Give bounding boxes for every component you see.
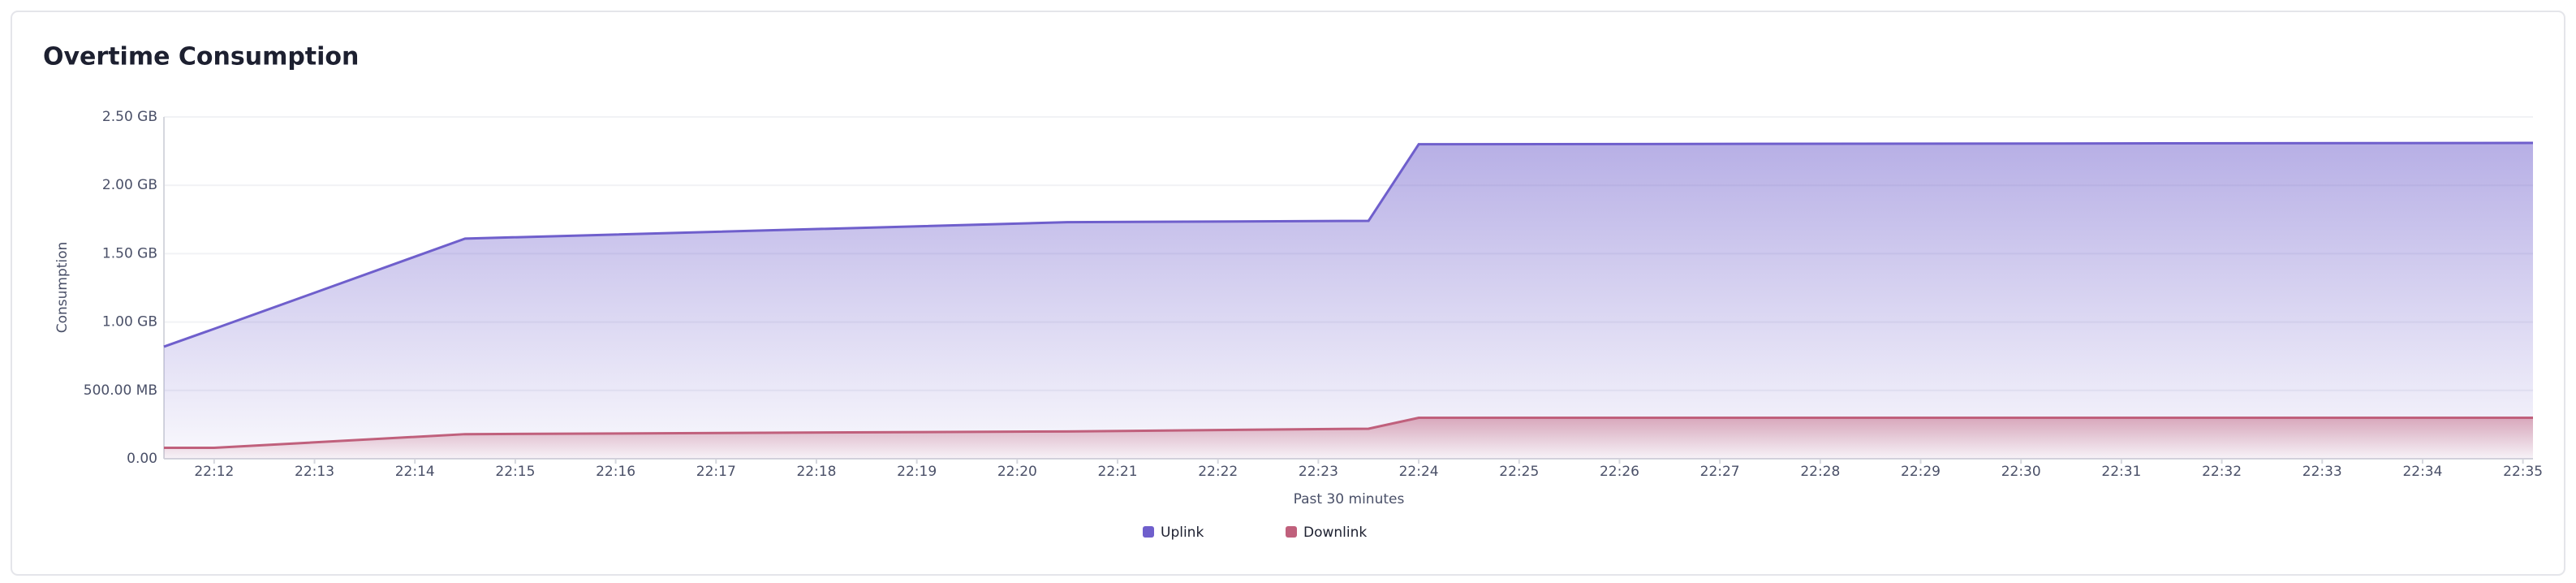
x-tick-label: 22:13 xyxy=(295,464,334,480)
x-tick-label: 22:22 xyxy=(1198,464,1238,480)
x-tick-label: 22:16 xyxy=(596,464,635,480)
x-tick-label: 22:25 xyxy=(1499,464,1539,480)
area-line xyxy=(164,416,2533,450)
x-tick-label: 22:20 xyxy=(997,464,1037,480)
x-axis-label: Past 30 minutes xyxy=(1294,491,1405,507)
x-tick-label: 22:31 xyxy=(2101,464,2141,480)
chart-title: Overtime Consumption xyxy=(43,43,359,71)
x-tick-label: 22:35 xyxy=(2503,464,2543,480)
y-tick-label: 1.50 GB xyxy=(102,245,157,261)
x-tick-label: 22:23 xyxy=(1299,464,1338,480)
y-tick-label: 2.50 GB xyxy=(102,109,157,125)
x-tick-label: 22:28 xyxy=(1800,464,1840,480)
area-fill xyxy=(164,417,2533,459)
y-tick-label: 1.00 GB xyxy=(102,314,157,330)
x-tick-label: 22:19 xyxy=(897,464,937,480)
y-tick-label: 0.00 xyxy=(127,451,157,467)
legend-label: Uplink xyxy=(1161,525,1204,541)
legend-marker xyxy=(1143,526,1154,538)
x-tick-label: 22:27 xyxy=(1700,464,1740,480)
x-tick-label: 22:18 xyxy=(796,464,836,480)
x-tick-label: 22:15 xyxy=(495,464,535,480)
area-line xyxy=(163,141,2534,348)
x-tick-label: 22:33 xyxy=(2302,464,2342,480)
legend-label: Downlink xyxy=(1303,525,1367,541)
x-tick-label: 22:34 xyxy=(2402,464,2442,480)
legend-marker xyxy=(1286,526,1297,538)
y-tick-label: 500.00 MB xyxy=(84,382,157,399)
area-fill xyxy=(164,142,2533,459)
x-tick-label: 22:26 xyxy=(1600,464,1639,480)
x-tick-label: 22:21 xyxy=(1098,464,1138,480)
x-tick-label: 22:12 xyxy=(194,464,234,480)
x-tick-label: 22:14 xyxy=(395,464,435,480)
x-tick-label: 22:24 xyxy=(1399,464,1439,480)
x-tick-label: 22:30 xyxy=(2001,464,2041,480)
y-axis-label: Consumption xyxy=(54,242,71,334)
y-tick-label: 2.00 GB xyxy=(102,177,157,193)
x-tick-label: 22:32 xyxy=(2202,464,2242,480)
x-tick-label: 22:17 xyxy=(696,464,736,480)
x-tick-label: 22:29 xyxy=(1901,464,1941,480)
